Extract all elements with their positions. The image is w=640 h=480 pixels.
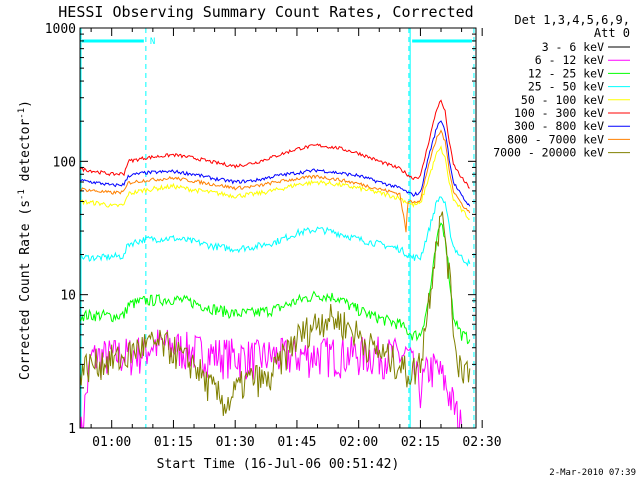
legend-label-5: 100 - 300 keV — [514, 106, 604, 120]
night-flag-label: N — [150, 37, 155, 47]
y-axis-label-sup1: -1 — [17, 189, 27, 200]
y-axis: 1 10 100 1000 — [45, 22, 476, 437]
y-axis-label-main: Corrected Count Rate (s — [18, 200, 33, 380]
saa-markers — [145, 28, 475, 428]
y-axis-label-end: ) — [18, 100, 33, 108]
x-tick-label-4: 02:00 — [339, 435, 378, 450]
x-tick-label-1: 01:15 — [154, 435, 193, 450]
night-bands: N — [80, 28, 472, 428]
x-axis-label: Start Time (16-Jul-06 00:51:42) — [157, 457, 400, 472]
legend-label-1: 6 - 12 keV — [535, 53, 604, 67]
y-axis-label-mid: detector — [18, 119, 33, 190]
legend-label-7: 800 - 7000 keV — [507, 132, 604, 146]
plot-frame — [79, 27, 477, 429]
x-tick-label-0: 01:00 — [92, 435, 131, 450]
legend-label-8: 7000 - 20000 keV — [493, 146, 604, 160]
footer-date: 2-Mar-2010 07:39 — [549, 468, 636, 478]
legend-label-3: 25 - 50 keV — [528, 80, 604, 94]
x-axis: 01:00 01:15 01:30 01:45 02:00 02:15 02:30 — [90, 28, 502, 450]
chart-title: HESSI Observing Summary Count Rates, Cor… — [58, 3, 473, 21]
series-line-5 — [80, 99, 470, 189]
y-axis-label-sup2: -1 — [17, 108, 27, 119]
y-tick-label-0: 1 — [68, 422, 76, 437]
legend-label-6: 300 - 800 keV — [514, 119, 604, 133]
y-tick-label-1: 10 — [60, 289, 76, 304]
series-line-2 — [80, 222, 471, 345]
x-tick-label-5: 02:15 — [401, 435, 440, 450]
series-line-7 — [80, 129, 471, 233]
x-tick-label-6: 02:30 — [462, 435, 501, 450]
series-line-4 — [80, 145, 470, 221]
series-group — [80, 99, 471, 428]
y-tick-label-2: 100 — [53, 155, 76, 170]
legend-header-line-1: Det 1,3,4,5,6,9, — [514, 13, 630, 27]
x-tick-label-2: 01:30 — [216, 435, 255, 450]
series-line-6 — [80, 120, 471, 207]
y-tick-label-3: 1000 — [45, 22, 76, 37]
legend-label-4: 50 - 100 keV — [521, 93, 604, 107]
y-axis-label: Corrected Count Rate (s-1 detector-1) — [17, 100, 33, 380]
series-line-8 — [80, 211, 471, 416]
legend-label-0: 3 - 6 keV — [542, 40, 604, 54]
series-line-3 — [80, 196, 471, 267]
x-tick-label-3: 01:45 — [277, 435, 316, 450]
legend-label-2: 12 - 25 keV — [528, 66, 604, 80]
legend-header-line-2: Att 0 — [594, 26, 630, 40]
